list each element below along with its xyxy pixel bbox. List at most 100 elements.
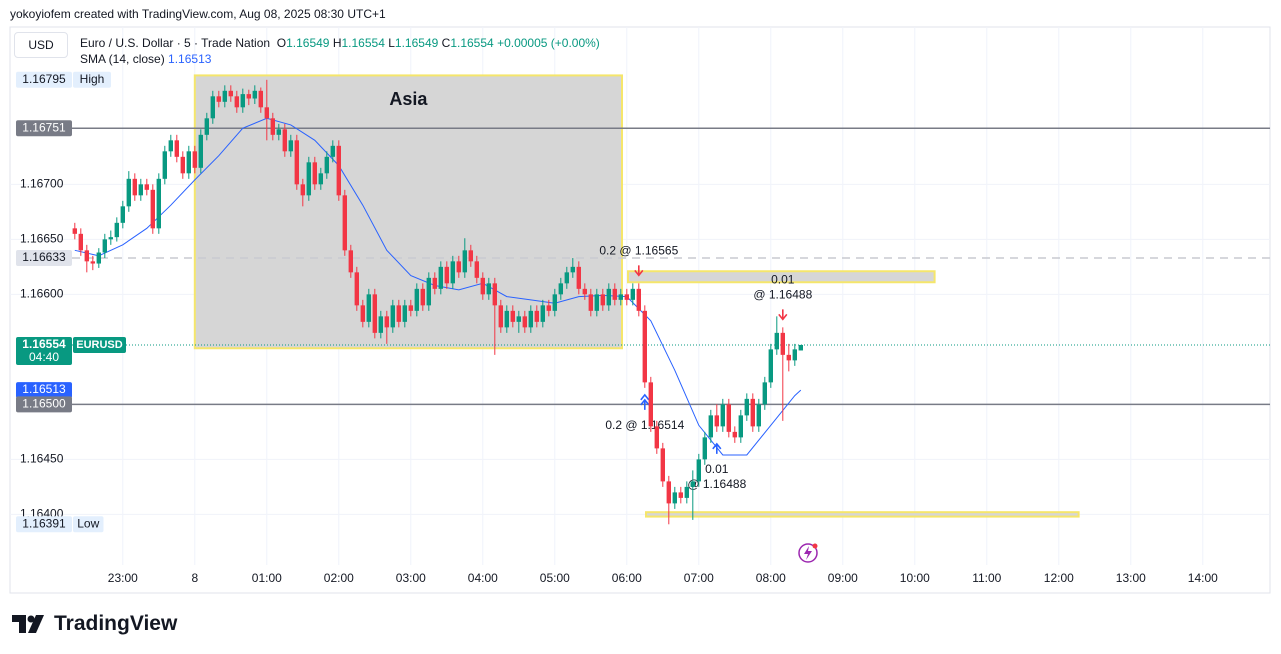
x-tick-label: 13:00 — [1116, 571, 1146, 585]
candle-body — [336, 145, 341, 196]
trade-arrow — [634, 269, 644, 277]
candle-body — [318, 173, 323, 185]
candle-body — [678, 492, 683, 498]
indicator-value: 1.16513 — [168, 52, 212, 66]
candle-body — [312, 162, 317, 185]
candle-body — [156, 178, 161, 229]
candle-body — [666, 481, 671, 504]
trade-arrow — [778, 313, 788, 321]
candle-body — [324, 156, 329, 174]
x-tick-label: 04:00 — [468, 571, 498, 585]
candle-body — [648, 382, 653, 427]
x-tick-label: 14:00 — [1188, 571, 1218, 585]
candle-body — [564, 272, 569, 284]
candle-body — [402, 305, 407, 322]
price-tag-label: 1.16391 — [22, 516, 66, 530]
candle-body — [72, 228, 77, 234]
candle-body — [306, 162, 311, 196]
candle-body — [618, 294, 623, 300]
candle-body — [702, 437, 707, 460]
candle-body — [762, 382, 767, 405]
price-tag-note — [73, 71, 111, 88]
candle-body — [486, 283, 491, 295]
x-tick-label: 09:00 — [828, 571, 858, 585]
candle-body — [732, 431, 737, 438]
price-tag-label: 1.16795 — [22, 72, 66, 86]
candle-body — [300, 184, 305, 196]
candle-body — [708, 415, 713, 438]
candle-body — [522, 316, 527, 328]
trade-label: 0.2 @ 1.16565 — [599, 244, 678, 258]
candle-body — [744, 398, 749, 416]
indicator: SMA (14, close) — [80, 52, 165, 66]
high-value: 1.16554 — [341, 36, 385, 50]
open-value: 1.16549 — [286, 36, 330, 50]
candle-body — [540, 305, 545, 322]
candles — [72, 79, 803, 525]
candle-body — [426, 277, 431, 306]
price-tag — [16, 396, 72, 413]
trade-arrow — [712, 442, 722, 450]
x-tick-label: 05:00 — [540, 571, 570, 585]
x-tick-label: 23:00 — [108, 571, 138, 585]
candle-body — [192, 151, 197, 168]
candle-body — [378, 316, 383, 333]
candle-body — [450, 261, 455, 284]
price-tag — [16, 516, 72, 533]
price-tag-note — [73, 336, 126, 353]
trade-arrow — [640, 398, 650, 406]
candle-body — [594, 294, 599, 311]
x-tick-label: 01:00 — [252, 571, 282, 585]
low-label: L — [388, 36, 395, 50]
indicator-line: SMA (14, close) 1.16513 — [80, 51, 600, 67]
candle-body — [480, 277, 485, 295]
trade-label: 0.2 @ 1.16514 — [605, 418, 684, 432]
trade-label: @ 1.16488 — [753, 288, 812, 302]
candle-body — [474, 261, 479, 278]
candle-body — [228, 90, 233, 97]
candle-body — [330, 145, 335, 157]
candle-body — [264, 107, 269, 119]
candle-body — [570, 266, 575, 273]
candle-body — [270, 118, 275, 135]
y-tick-label: 1.16600 — [20, 287, 64, 301]
drawing-box — [193, 74, 624, 350]
price-tag — [16, 336, 72, 365]
candle-body — [408, 305, 413, 311]
trade-label: 0.01 — [705, 462, 729, 476]
price-tag-label: 1.16751 — [22, 120, 66, 134]
x-tick-label: 08:00 — [756, 571, 786, 585]
legend: Euro / U.S. Dollar · 5 · Trade Nation O1… — [80, 35, 600, 67]
candle-body — [144, 184, 149, 190]
open-label: O — [276, 36, 287, 50]
candle-body — [504, 310, 509, 328]
candle-body — [624, 294, 629, 300]
x-tick-label: 10:00 — [900, 571, 930, 585]
x-tick-label: 12:00 — [1044, 571, 1074, 585]
trade-arrow — [640, 393, 650, 401]
candle-body — [750, 398, 755, 427]
candle-body — [558, 283, 563, 295]
candle-body — [210, 96, 215, 119]
candle-body — [528, 310, 533, 328]
candle-body — [438, 266, 443, 289]
candle-body — [114, 222, 119, 238]
price-tag-note-label: Low — [77, 516, 99, 530]
symbol-line: Euro / U.S. Dollar · 5 · Trade Nation O1… — [80, 35, 600, 51]
currency-button[interactable]: USD — [14, 32, 68, 58]
candle-body — [432, 277, 437, 289]
candle-body — [246, 94, 251, 99]
candle-body — [792, 349, 797, 361]
y-tick-label: 1.16650 — [20, 232, 64, 246]
candle-body — [102, 239, 107, 253]
candle-body — [756, 404, 761, 427]
candle-body — [150, 189, 155, 229]
candle-body — [630, 288, 635, 300]
candle-body — [372, 294, 377, 333]
price-tag-label: 1.16513 — [22, 382, 66, 396]
drawing-label: Asia — [389, 89, 428, 109]
candle-body — [132, 178, 137, 196]
candle-body — [390, 305, 395, 328]
candle-body — [636, 288, 641, 311]
